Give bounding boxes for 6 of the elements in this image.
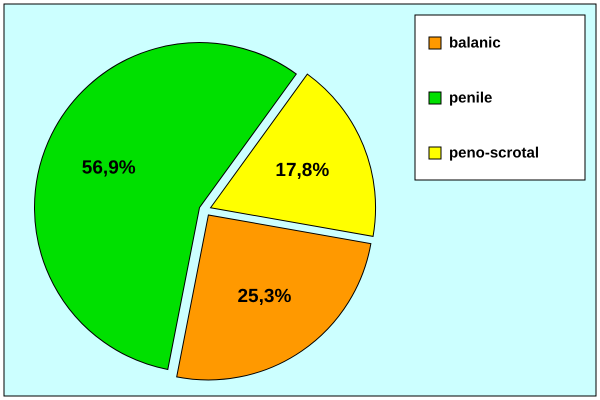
legend-label: peno-scrotal	[449, 144, 540, 162]
data-label: 25,3%	[237, 286, 292, 308]
data-label: 56,9%	[82, 158, 136, 179]
legend-label: balanic	[449, 34, 501, 52]
legend-label: penile	[449, 90, 492, 106]
data-label: 17,8%	[275, 160, 330, 182]
